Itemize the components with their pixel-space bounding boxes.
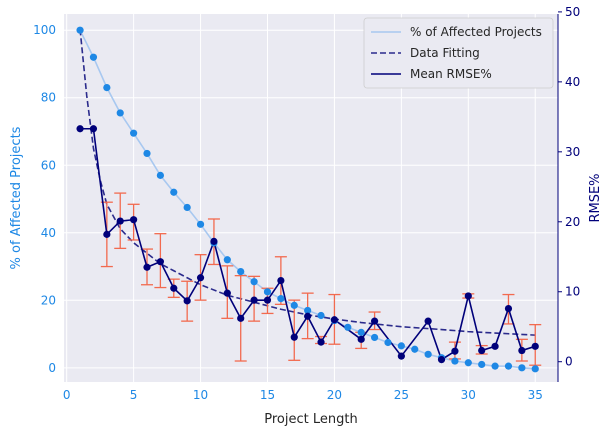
x-axis-title: Project Length [264,412,357,427]
rmse-point [116,217,124,225]
rmse-point [330,316,339,324]
ticks: 0 5 10 15 20 25 30 35 0 20 40 60 80 100 0 10 20 30 40 50 [33,5,580,402]
rmse-point [304,312,312,320]
affected-point [411,345,419,353]
series-line-fit [79,29,536,336]
affected-point [89,53,98,61]
rmse-point [478,346,486,355]
rmse-point [156,258,164,266]
rmse-point [89,125,98,133]
affected-point [451,357,459,365]
rmse-point [143,263,151,271]
y-right-tick-label: 20 [565,215,580,229]
affected-point [183,203,191,212]
rmse-point [263,296,272,304]
error-bar [288,299,301,361]
rmse-point [277,276,285,285]
affected-point [170,188,178,196]
affected-point [130,129,138,137]
y-right-tick-label: 30 [565,145,580,159]
y-left-tick-label: 40 [41,226,56,240]
legend-box [363,17,554,89]
rmse-point [290,333,298,341]
y-right-tick-label: 0 [565,355,573,369]
y-left-tick-label: 80 [41,91,56,105]
x-tick-label: 35 [528,388,543,402]
rmse-point [250,296,258,304]
x-tick-label: 30 [461,388,476,402]
y-left-tick-label: 60 [41,158,56,172]
rmse-point [531,342,539,350]
affected-point [464,359,472,367]
affected-point [237,268,245,276]
affected-point [357,328,365,336]
affected-point [143,149,151,158]
rmse-point [518,346,526,355]
legend-label-fit: Data Fitting [410,46,480,60]
rmse-point [223,289,231,297]
rmse-point [464,292,472,300]
affected-point [156,171,164,179]
y-axis-right-title: RMSE% [588,173,603,222]
rmse-point [76,125,84,133]
x-tick-label: 5 [130,388,138,402]
affected-point [317,311,325,320]
affected-point [196,220,205,228]
affected-point [304,306,312,315]
rmse-point [103,230,111,238]
affected-point [277,295,285,303]
rmse-point [210,237,218,245]
x-tick-label: 20 [327,388,342,402]
y-left-tick-label: 20 [41,293,56,307]
x-tick-label: 10 [193,388,208,402]
affected-point [491,362,499,370]
affected-point [518,364,526,372]
affected-point [384,338,392,347]
affected-point [263,288,272,296]
x-tick-label: 25 [394,388,409,402]
affected-point [424,350,432,358]
affected-point [531,365,539,373]
rmse-point [397,352,405,360]
y-right-tick-label: 40 [565,75,580,89]
rmse-point [130,216,138,224]
x-tick-label: 15 [260,388,275,402]
affected-point [76,26,84,34]
y-right-tick-label: 50 [565,5,580,19]
rmse-point [370,317,379,325]
series-layer [76,26,542,373]
rmse-point [357,335,365,343]
rmse-point [504,304,513,313]
affected-point [370,333,379,342]
legend-label-rmse: Mean RMSE% [410,67,492,81]
rmse-point [451,347,459,355]
affected-point [344,323,352,331]
rmse-point [424,317,432,325]
affected-point [116,109,124,117]
y-left-tick-label: 0 [48,361,56,375]
y-right-tick-label: 10 [565,285,580,299]
rmse-point [491,342,499,350]
affected-point [397,342,405,350]
affected-point [223,256,231,264]
rmse-point [237,314,245,322]
y-left-tick-label: 100 [33,23,56,37]
affected-point [478,360,486,369]
affected-point [250,278,258,286]
y-axis-left-title: % of Affected Projects [9,126,24,269]
affected-point [504,362,513,370]
rmse-point [196,274,205,282]
legend-label-affected: % of Affected Projects [410,25,542,39]
rmse-point [183,297,191,305]
rmse-point [437,356,446,364]
legend: % of Affected Projects Data Fitting Mean… [363,17,554,89]
x-tick-label: 0 [63,388,71,402]
affected-point [103,84,111,92]
affected-point [290,301,298,309]
rmse-point [170,284,178,292]
rmse-point [317,338,325,346]
